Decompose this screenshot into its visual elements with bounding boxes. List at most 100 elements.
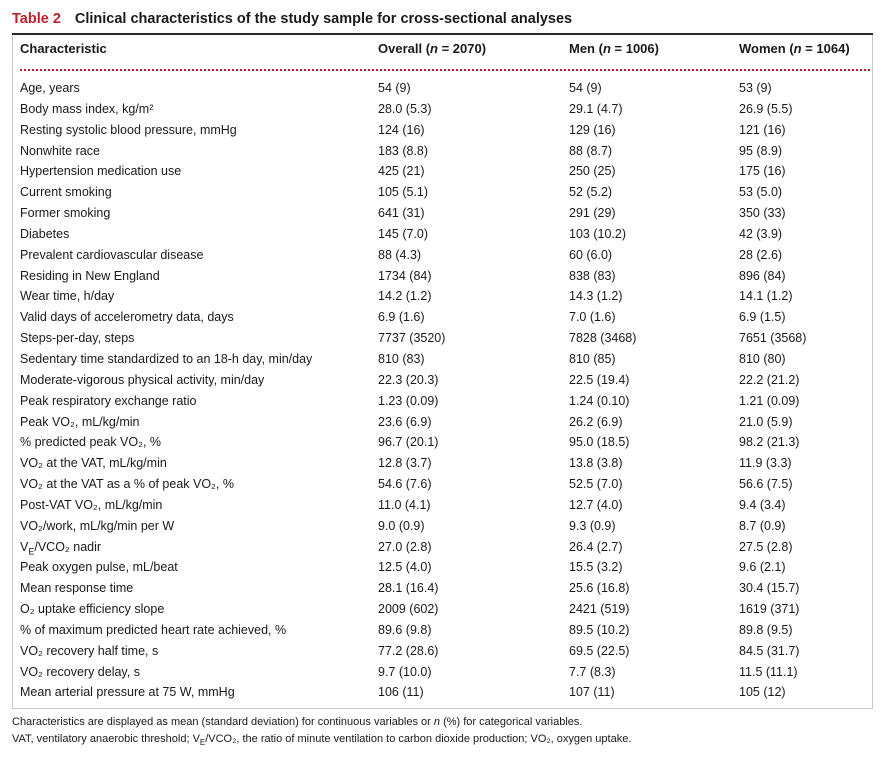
cell-characteristic: Post-VAT VO₂, mL/kg/min — [20, 497, 163, 512]
table-row: VO₂/work, mL/kg/min per W 9.0 (0.9) 9.3 (0… — [20, 516, 870, 537]
cell-characteristic: Peak VO₂, mL/kg/min — [20, 414, 140, 429]
cell-characteristic: Peak respiratory exchange ratio — [20, 393, 197, 408]
table-row: O₂ uptake efficiency slope 2009 (602) 2421… — [20, 599, 870, 620]
cell-overall: 810 (83) — [378, 351, 425, 366]
cell-overall: 9.0 (0.9) — [378, 518, 425, 533]
table-row: Post-VAT VO₂, mL/kg/min 11.0 (4.1) 12.7 (4… — [20, 495, 870, 516]
cell-men: 22.5 (19.4) — [569, 372, 630, 387]
cell-women: 84.5 (31.7) — [739, 643, 800, 658]
table-row: Peak oxygen pulse, mL/beat 12.5 (4.0) 15.5… — [20, 557, 870, 578]
header-women: Women (n = 1064) — [739, 41, 850, 56]
cell-overall: 23.6 (6.9) — [378, 414, 432, 429]
table-row: VO₂ at the VAT, mL/kg/min 12.8 (3.7) 13.8 … — [20, 453, 870, 474]
table-row: % predicted peak VO₂, % 96.7 (20.1) 95.0 (… — [20, 432, 870, 453]
header-characteristic: Characteristic — [20, 41, 107, 56]
cell-characteristic: VO₂ at the VAT as a % of peak VO₂, % — [20, 477, 234, 492]
cell-women: 98.2 (21.3) — [739, 435, 800, 450]
table-row: Hypertension medication use 425 (21) 250 (… — [20, 161, 870, 182]
cell-women: 105 (12) — [739, 685, 786, 700]
cell-women: 53 (5.0) — [739, 185, 783, 200]
table-row: Mean arterial pressure at 75 W, mmHg 106 … — [20, 682, 870, 703]
cell-overall: 12.8 (3.7) — [378, 456, 432, 471]
cell-women: 11.9 (3.3) — [739, 456, 792, 471]
table-row: VE/VCO₂ nadir 27.0 (2.8) 26.4 (2.7) 27.5 (2… — [20, 537, 870, 558]
cell-men: 7.7 (8.3) — [569, 664, 616, 679]
cell-characteristic: Hypertension medication use — [20, 164, 182, 179]
table-row: Sedentary time standardized to an 18-h d… — [20, 349, 870, 370]
cell-women: 175 (16) — [739, 164, 786, 179]
table-row: Peak respiratory exchange ratio 1.23 (0.0… — [20, 391, 870, 412]
cell-men: 250 (25) — [569, 164, 616, 179]
cell-overall: 77.2 (28.6) — [378, 643, 439, 658]
cell-characteristic: Peak oxygen pulse, mL/beat — [20, 560, 178, 575]
cell-men: 107 (11) — [569, 685, 615, 700]
cell-overall: 96.7 (20.1) — [378, 435, 439, 450]
cell-women: 53 (9) — [739, 81, 772, 95]
cell-overall: 105 (5.1) — [378, 185, 429, 200]
cell-women: 350 (33) — [739, 206, 786, 221]
cell-women: 6.9 (1.5) — [739, 310, 786, 325]
cell-men: 14.3 (1.2) — [569, 289, 623, 304]
cell-overall: 124 (16) — [378, 122, 425, 137]
cell-women: 30.4 (15.7) — [739, 581, 800, 596]
cell-characteristic: Steps-per-day, steps — [20, 331, 135, 346]
cell-men: 89.5 (10.2) — [569, 622, 630, 637]
table-row: Residing in New England 1734 (84) 838 (83)… — [20, 266, 870, 287]
cell-overall: 28.1 (16.4) — [378, 581, 439, 596]
cell-overall: 27.0 (2.8) — [378, 539, 432, 554]
cell-men: 13.8 (3.8) — [569, 456, 623, 471]
cell-men: 1.24 (0.10) — [569, 393, 630, 408]
cell-overall: 183 (8.8) — [378, 143, 429, 158]
table-row: VO₂ at the VAT as a % of peak VO₂, % 54.6… — [20, 474, 870, 495]
cell-men: 52.5 (7.0) — [569, 477, 623, 492]
header-divider — [20, 69, 870, 71]
cell-overall: 1734 (84) — [378, 268, 432, 283]
table-row: VO₂ recovery half time, s 77.2 (28.6) 69.5… — [20, 641, 870, 662]
cell-overall: 14.2 (1.2) — [378, 289, 432, 304]
cell-men: 15.5 (3.2) — [569, 560, 623, 575]
cell-women: 21.0 (5.9) — [739, 414, 793, 429]
cell-characteristic: VO₂/work, mL/kg/min per W — [20, 518, 175, 533]
table-row: Diabetes 145 (7.0) 103 (10.2) 42 (3.9) — [20, 224, 870, 245]
cell-men: 26.4 (2.7) — [569, 539, 623, 554]
cell-men: 69.5 (22.5) — [569, 643, 630, 658]
cell-men: 9.3 (0.9) — [569, 518, 616, 533]
cell-characteristic: VO₂ recovery half time, s — [20, 643, 159, 658]
cell-characteristic: Valid days of accelerometry data, days — [20, 310, 234, 325]
cell-overall: 641 (31) — [378, 206, 425, 221]
cell-men: 12.7 (4.0) — [569, 497, 623, 512]
cell-characteristic: Nonwhite race — [20, 143, 100, 158]
cell-women: 22.2 (21.2) — [739, 372, 800, 387]
cell-characteristic: Prevalent cardiovascular disease — [20, 247, 204, 262]
table-row: Age, years 54 (9) 54 (9) 53 (9) — [20, 78, 870, 99]
cell-overall: 54.6 (7.6) — [378, 477, 432, 492]
cell-characteristic: O₂ uptake efficiency slope — [20, 602, 165, 617]
cell-characteristic: Residing in New England — [20, 268, 160, 283]
cell-characteristic: Mean arterial pressure at 75 W, mmHg — [20, 685, 235, 700]
cell-overall: 425 (21) — [378, 164, 425, 179]
cell-overall: 7737 (3520) — [378, 331, 446, 346]
cell-men: 95.0 (18.5) — [569, 435, 630, 450]
cell-characteristic: VO₂ recovery delay, s — [20, 664, 140, 679]
cell-women: 27.5 (2.8) — [739, 539, 793, 554]
cell-characteristic: % of maximum predicted heart rate achiev… — [20, 622, 287, 637]
cell-men: 838 (83) — [569, 268, 616, 283]
cell-women: 1619 (371) — [739, 602, 800, 617]
cell-characteristic: Body mass index, kg/m² — [20, 101, 154, 116]
footnote-2: VAT, ventilatory anaerobic threshold; VE… — [12, 733, 632, 748]
cell-men: 129 (16) — [569, 122, 616, 137]
cell-women: 11.5 (11.1) — [739, 664, 798, 679]
cell-women: 89.8 (9.5) — [739, 622, 793, 637]
cell-characteristic: VO₂ at the VAT, mL/kg/min — [20, 456, 167, 471]
table-row: % of maximum predicted heart rate achiev… — [20, 620, 870, 641]
cell-characteristic: Wear time, h/day — [20, 289, 115, 304]
table-footnotes: Characteristics are displayed as mean (s… — [12, 714, 872, 748]
cell-men: 2421 (519) — [569, 602, 630, 617]
cell-overall: 28.0 (5.3) — [378, 101, 432, 116]
table-row: VO₂ recovery delay, s 9.7 (10.0) 7.7 (8.3)… — [20, 662, 870, 683]
cell-women: 9.4 (3.4) — [739, 497, 786, 512]
table-body: Age, years 54 (9) 54 (9) 53 (9) Body mass in… — [20, 78, 870, 703]
cell-overall: 1.23 (0.09) — [378, 393, 439, 408]
cell-women: 1.21 (0.09) — [739, 393, 800, 408]
table-header: Characteristic Overall (n = 2070) Men (n… — [20, 41, 870, 63]
